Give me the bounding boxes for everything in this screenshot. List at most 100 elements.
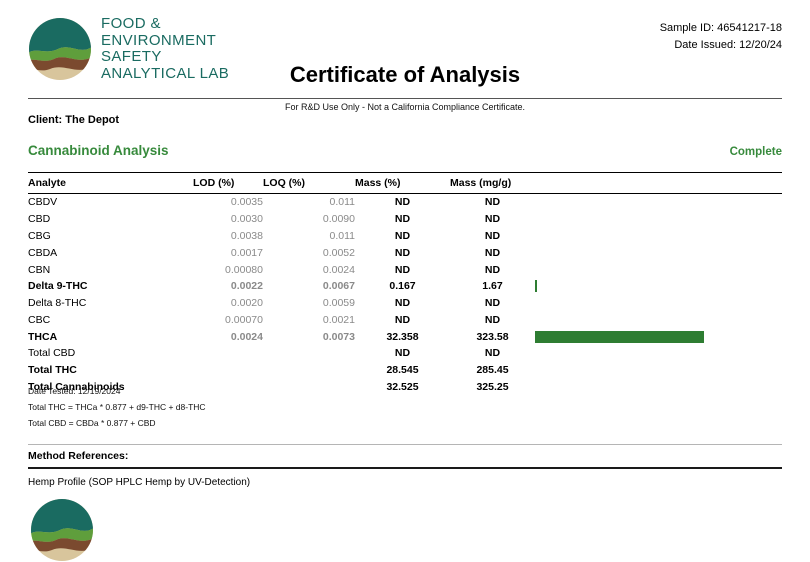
section-header: Cannabinoid Analysis Complete: [28, 143, 782, 158]
client-name: Client: The Depot: [28, 114, 120, 126]
analyte-cell: Total CBD: [28, 347, 76, 360]
bar-cell: [535, 362, 782, 379]
loq-cell: 0.0052: [322, 246, 355, 259]
lab-name-line2: ENVIRONMENT: [101, 31, 217, 49]
bar-cell: [535, 379, 782, 396]
mass-pct-cell: ND: [394, 213, 411, 226]
mass-mgg-cell: ND: [484, 297, 501, 310]
mass-pct-cell: ND: [394, 313, 411, 326]
lod-cell: [193, 362, 263, 379]
table-row: CBN 0.00080 0.0024 ND ND: [28, 261, 782, 278]
mass-pct-cell: ND: [394, 347, 411, 360]
table-row: CBD 0.0030 0.0090 ND ND: [28, 211, 782, 228]
total-cbd-formula: Total CBD = CBDa * 0.877 + CBD: [28, 418, 156, 428]
mass-mgg-cell: ND: [484, 246, 501, 259]
mass-mgg-cell: 323.58: [476, 330, 509, 343]
mass-mgg-cell: ND: [484, 229, 501, 242]
analyte-cell: CBG: [28, 229, 51, 242]
lod-cell: 0.0035: [230, 196, 263, 209]
lod-cell: 0.0020: [230, 297, 263, 310]
mass-pct-cell: ND: [394, 263, 411, 276]
mass-mgg-cell: 285.45: [476, 364, 509, 377]
mass-bar: [535, 330, 704, 343]
loq-cell: 0.0024: [322, 263, 355, 276]
col-header-loq: LOQ (%): [263, 172, 355, 194]
analyte-cell: Delta 9-THC: [28, 280, 88, 293]
analyte-cell: CBC: [28, 313, 51, 326]
loq-cell: 0.0073: [322, 330, 355, 343]
bar-cell: [535, 194, 782, 211]
date-tested: Date Tested: 12/19/2024: [28, 386, 121, 396]
table-row: CBDV 0.0035 0.011 ND ND: [28, 194, 782, 211]
bar-cell: [535, 345, 782, 362]
method-reference-item: Hemp Profile (SOP HPLC Hemp by UV-Detect…: [28, 477, 251, 488]
analyte-cell: Total Cannabinoids: [28, 380, 125, 393]
lab-name-line4: ANALYTICAL LAB: [101, 64, 230, 82]
title-divider: [28, 98, 782, 99]
lod-cell: 0.0038: [230, 229, 263, 242]
footer-logo-icon: [31, 499, 93, 561]
bar-cell: [535, 295, 782, 312]
mass-pct-cell: 0.167: [389, 280, 416, 293]
loq-cell: [263, 362, 355, 379]
mass-pct-cell: ND: [394, 297, 411, 310]
loq-cell: [263, 345, 355, 362]
lod-cell: 0.0024: [230, 330, 263, 343]
lod-cell: 0.0017: [230, 246, 263, 259]
lab-logo-block: FOOD & ENVIRONMENT SAFETY ANALYTICAL LAB: [28, 15, 230, 82]
col-header-bar: [535, 172, 782, 194]
footnotes: Date Tested: 12/19/2024 Total THC = THCa…: [28, 383, 206, 431]
document-title: Certificate of Analysis: [289, 62, 521, 87]
lod-cell: 0.00080: [225, 263, 263, 276]
analyte-cell: CBN: [28, 263, 51, 276]
sample-id: Sample ID: 46541217-18: [659, 22, 782, 34]
analyte-cell: Delta 8-THC: [28, 297, 87, 310]
method-references-header: Method References:: [28, 450, 129, 462]
bar-cell: [535, 228, 782, 245]
mass-mgg-cell: ND: [484, 213, 501, 226]
lod-cell: [193, 345, 263, 362]
lod-cell: 0.00070: [225, 313, 263, 326]
loq-cell: 0.0090: [322, 213, 355, 226]
lab-logo-icon: [29, 18, 91, 80]
method-references-section: Method References:: [28, 444, 782, 469]
analyte-table-body: CBDV 0.0035 0.011 ND ND CBD 0.0030 0.0090 ND ND CB…: [28, 194, 782, 396]
table-row: CBG 0.0038 0.011 ND ND: [28, 228, 782, 245]
mass-bar: [535, 280, 537, 293]
table-row: Delta 9-THC 0.0022 0.0067 0.167 1.67: [28, 278, 782, 295]
col-header-analyte: Analyte: [28, 172, 193, 194]
mass-mgg-cell: ND: [484, 347, 501, 360]
mass-mgg-cell: ND: [484, 263, 501, 276]
mass-pct-cell: ND: [394, 229, 411, 242]
bar-cell: [535, 211, 782, 228]
status-badge: Complete: [729, 146, 782, 158]
table-row: Total CBD ND ND: [28, 345, 782, 362]
table-row: Delta 8-THC 0.0020 0.0059 ND ND: [28, 295, 782, 312]
loq-cell: 0.011: [329, 196, 356, 209]
table-row: THCA 0.0024 0.0073 32.358 323.58: [28, 328, 782, 345]
table-header-row: Analyte LOD (%) LOQ (%) Mass (%) Mass (m…: [28, 172, 782, 194]
analyte-cell: THCA: [28, 330, 58, 343]
col-header-mass-mgg: Mass (mg/g): [450, 172, 535, 194]
col-header-lod: LOD (%): [193, 172, 263, 194]
table-row: CBDA 0.0017 0.0052 ND ND: [28, 244, 782, 261]
loq-cell: 0.0021: [322, 313, 355, 326]
section-title: Cannabinoid Analysis: [28, 143, 169, 158]
table-row: Total Cannabinoids 32.525 325.25: [28, 379, 782, 396]
loq-cell: 0.0059: [322, 297, 355, 310]
mass-mgg-cell: ND: [484, 196, 501, 209]
bar-cell: [535, 311, 782, 328]
bar-cell: [535, 244, 782, 261]
analyte-cell: Total THC: [28, 364, 77, 377]
table-row: Total THC 28.545 285.45: [28, 362, 782, 379]
table-row: CBC 0.00070 0.0021 ND ND: [28, 311, 782, 328]
total-thc-formula: Total THC = THCa * 0.877 + d9-THC + d8-T…: [28, 402, 206, 412]
lab-name-line3: SAFETY: [101, 48, 162, 65]
lab-name-line1: FOOD &: [101, 15, 161, 32]
analyte-cell: CBDA: [28, 246, 58, 259]
analyte-cell: CBDV: [28, 196, 58, 209]
date-issued: Date Issued: 12/20/24: [674, 39, 782, 51]
loq-cell: 0.011: [329, 229, 356, 242]
cannabinoid-table: Analyte LOD (%) LOQ (%) Mass (%) Mass (m…: [28, 172, 782, 395]
mass-mgg-cell: 325.25: [476, 380, 509, 393]
